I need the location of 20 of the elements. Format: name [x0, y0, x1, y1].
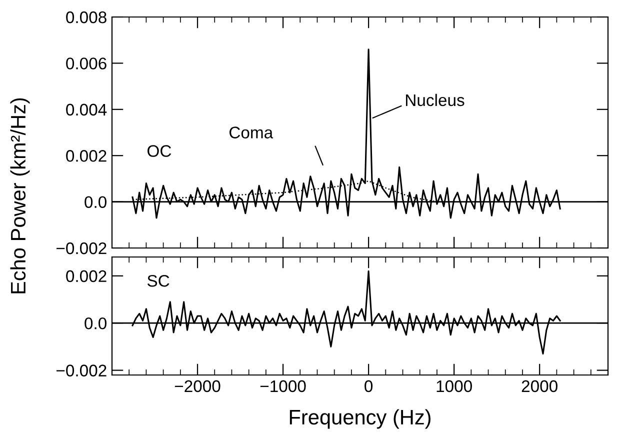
y-tick-label: 0.004: [66, 104, 107, 116]
x-tick-label: 1000: [436, 380, 472, 392]
y-tick-label: −0.002: [56, 242, 106, 254]
y-tick-label: 0.002: [66, 150, 106, 162]
y-tick-label: 0.0: [84, 196, 106, 208]
x-tick-label: −1000: [260, 380, 306, 392]
y-tick-label: 0.0: [84, 317, 106, 330]
y-tick-label: 0.002: [66, 270, 106, 282]
annotation: OC: [148, 145, 172, 157]
x-tick-label: 0: [364, 380, 373, 392]
y-tick-label: −0.002: [56, 364, 106, 376]
y-axis-title: Echo Power (km²/Hz): [10, 98, 30, 294]
annotation: SC: [147, 274, 170, 287]
x-axis-title: Frequency (Hz): [290, 409, 430, 429]
y-tick-label: 0.006: [66, 58, 106, 70]
x-tick-label: −2000: [174, 380, 220, 392]
annotation: Nucleus: [406, 94, 464, 106]
annotation: Coma: [230, 126, 274, 138]
x-tick-label: 2000: [522, 380, 558, 392]
y-tick-label: 0.008: [66, 11, 106, 24]
